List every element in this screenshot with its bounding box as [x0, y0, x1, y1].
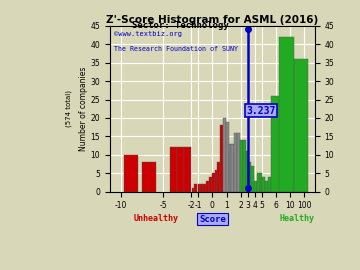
Bar	[265, 181, 268, 192]
Y-axis label: Number of companies: Number of companies	[79, 67, 88, 151]
Bar	[248, 162, 251, 192]
Bar	[194, 184, 197, 192]
Bar	[206, 181, 209, 192]
Bar	[237, 133, 240, 192]
Bar	[217, 162, 220, 192]
Bar	[184, 147, 191, 192]
Text: Healthy: Healthy	[280, 214, 315, 223]
Bar	[240, 140, 243, 192]
Bar	[234, 133, 237, 192]
Bar	[223, 118, 226, 192]
Text: Sector: Technology: Sector: Technology	[132, 21, 228, 30]
Bar	[212, 173, 215, 192]
Bar	[231, 144, 234, 192]
Bar	[279, 37, 293, 192]
Bar	[257, 173, 260, 192]
Bar	[203, 184, 206, 192]
Text: The Research Foundation of SUNY: The Research Foundation of SUNY	[114, 46, 238, 52]
Bar	[254, 181, 257, 192]
Bar	[271, 96, 281, 192]
Bar	[209, 177, 212, 192]
Bar	[262, 177, 265, 192]
Bar	[229, 144, 231, 192]
Bar	[177, 147, 184, 192]
Bar	[268, 177, 271, 192]
Text: 3.237: 3.237	[246, 106, 276, 116]
Bar	[226, 122, 229, 192]
Bar	[142, 162, 156, 192]
Bar	[201, 184, 203, 192]
X-axis label: Score: Score	[199, 215, 226, 224]
Bar	[192, 188, 194, 192]
Bar	[215, 170, 217, 192]
Bar	[293, 59, 308, 192]
Bar	[124, 155, 138, 192]
Bar	[260, 173, 262, 192]
Bar	[198, 184, 201, 192]
Bar	[220, 125, 223, 192]
Bar	[170, 147, 177, 192]
Text: Unhealthy: Unhealthy	[134, 214, 179, 223]
Bar	[243, 140, 246, 192]
Title: Z'-Score Histogram for ASML (2016): Z'-Score Histogram for ASML (2016)	[106, 15, 319, 25]
Bar	[251, 166, 254, 192]
Text: (574 total): (574 total)	[66, 90, 72, 127]
Bar	[246, 151, 248, 192]
Text: ©www.textbiz.org: ©www.textbiz.org	[114, 31, 182, 37]
